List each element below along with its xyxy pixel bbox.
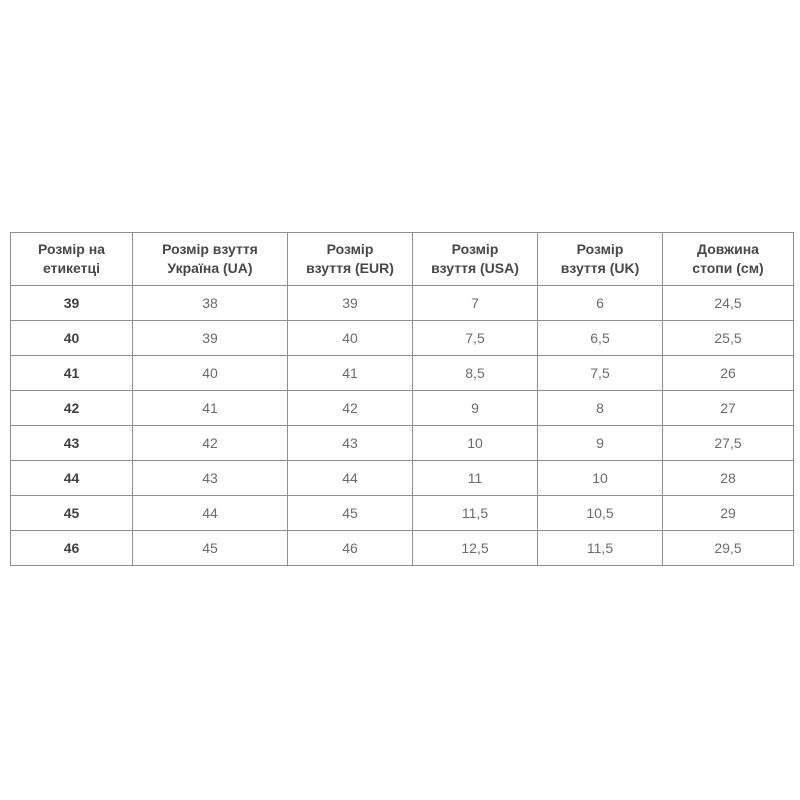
cell-uk-size: 10,5 bbox=[537, 495, 663, 531]
cell-label-size: 42 bbox=[10, 390, 133, 426]
cell-uk-size: 6 bbox=[537, 285, 663, 321]
cell-foot-length: 29,5 bbox=[662, 530, 794, 566]
cell-ua-size: 38 bbox=[132, 285, 288, 321]
cell-usa-size: 10 bbox=[412, 425, 538, 461]
cell-eur-size: 39 bbox=[287, 285, 413, 321]
column-header-label-size: Розмір на етикетці bbox=[10, 232, 133, 286]
cell-eur-size: 41 bbox=[287, 355, 413, 391]
cell-ua-size: 39 bbox=[132, 320, 288, 356]
table-row: 41 40 41 8,5 7,5 26 bbox=[10, 355, 794, 391]
cell-label-size: 44 bbox=[10, 460, 133, 496]
cell-eur-size: 46 bbox=[287, 530, 413, 566]
header-row: Розмір на етикетці Розмір взуття Україна (… bbox=[10, 232, 794, 286]
cell-foot-length: 25,5 bbox=[662, 320, 794, 356]
cell-ua-size: 40 bbox=[132, 355, 288, 391]
table-row: 46 45 46 12,5 11,5 29,5 bbox=[10, 530, 794, 566]
cell-uk-size: 6,5 bbox=[537, 320, 663, 356]
table-row: 39 38 39 7 6 24,5 bbox=[10, 285, 794, 321]
cell-ua-size: 41 bbox=[132, 390, 288, 426]
cell-label-size: 43 bbox=[10, 425, 133, 461]
cell-foot-length: 27 bbox=[662, 390, 794, 426]
header-line: Розмір на bbox=[38, 241, 105, 257]
column-header-ua-size: Розмір взуття Україна (UA) bbox=[132, 232, 288, 286]
column-header-usa-size: Розмір взуття (USA) bbox=[412, 232, 538, 286]
cell-uk-size: 7,5 bbox=[537, 355, 663, 391]
cell-uk-size: 10 bbox=[537, 460, 663, 496]
cell-label-size: 40 bbox=[10, 320, 133, 356]
cell-ua-size: 43 bbox=[132, 460, 288, 496]
table-body: 39 38 39 7 6 24,5 40 39 40 7,5 6,5 25,5 … bbox=[10, 285, 794, 566]
column-header-uk-size: Розмір взуття (UK) bbox=[537, 232, 663, 286]
cell-ua-size: 45 bbox=[132, 530, 288, 566]
cell-foot-length: 24,5 bbox=[662, 285, 794, 321]
header-line: взуття (UK) bbox=[560, 260, 640, 276]
cell-usa-size: 7,5 bbox=[412, 320, 538, 356]
shoe-size-table: Розмір на етикетці Розмір взуття Україна (… bbox=[10, 232, 794, 566]
size-chart-container: Розмір на етикетці Розмір взуття Україна (… bbox=[10, 232, 794, 566]
header-line: стопи (см) bbox=[692, 260, 764, 276]
cell-foot-length: 26 bbox=[662, 355, 794, 391]
header-line: етикетці bbox=[42, 260, 101, 276]
table-row: 45 44 45 11,5 10,5 29 bbox=[10, 495, 794, 531]
cell-ua-size: 42 bbox=[132, 425, 288, 461]
column-header-foot-length: Довжина стопи (см) bbox=[662, 232, 794, 286]
cell-label-size: 45 bbox=[10, 495, 133, 531]
header-line: Розмір взуття bbox=[162, 241, 258, 257]
cell-usa-size: 7 bbox=[412, 285, 538, 321]
cell-label-size: 39 bbox=[10, 285, 133, 321]
cell-eur-size: 43 bbox=[287, 425, 413, 461]
cell-usa-size: 11 bbox=[412, 460, 538, 496]
cell-foot-length: 28 bbox=[662, 460, 794, 496]
cell-uk-size: 11,5 bbox=[537, 530, 663, 566]
header-line: взуття (EUR) bbox=[306, 260, 394, 276]
header-line: Довжина bbox=[697, 241, 759, 257]
cell-eur-size: 42 bbox=[287, 390, 413, 426]
column-header-eur-size: Розмір взуття (EUR) bbox=[287, 232, 413, 286]
cell-eur-size: 44 bbox=[287, 460, 413, 496]
table-row: 44 43 44 11 10 28 bbox=[10, 460, 794, 496]
cell-foot-length: 27,5 bbox=[662, 425, 794, 461]
cell-usa-size: 8,5 bbox=[412, 355, 538, 391]
table-row: 42 41 42 9 8 27 bbox=[10, 390, 794, 426]
cell-eur-size: 40 bbox=[287, 320, 413, 356]
cell-eur-size: 45 bbox=[287, 495, 413, 531]
header-line: Розмір bbox=[576, 241, 624, 257]
header-line: Розмір bbox=[451, 241, 499, 257]
table-row: 43 42 43 10 9 27,5 bbox=[10, 425, 794, 461]
table-header: Розмір на етикетці Розмір взуття Україна (… bbox=[10, 232, 794, 286]
cell-usa-size: 12,5 bbox=[412, 530, 538, 566]
header-line: взуття (USA) bbox=[431, 260, 519, 276]
cell-label-size: 41 bbox=[10, 355, 133, 391]
header-line: Україна (UA) bbox=[167, 260, 253, 276]
cell-uk-size: 8 bbox=[537, 390, 663, 426]
cell-usa-size: 9 bbox=[412, 390, 538, 426]
cell-uk-size: 9 bbox=[537, 425, 663, 461]
cell-foot-length: 29 bbox=[662, 495, 794, 531]
cell-label-size: 46 bbox=[10, 530, 133, 566]
header-line: Розмір bbox=[326, 241, 374, 257]
cell-ua-size: 44 bbox=[132, 495, 288, 531]
table-row: 40 39 40 7,5 6,5 25,5 bbox=[10, 320, 794, 356]
cell-usa-size: 11,5 bbox=[412, 495, 538, 531]
